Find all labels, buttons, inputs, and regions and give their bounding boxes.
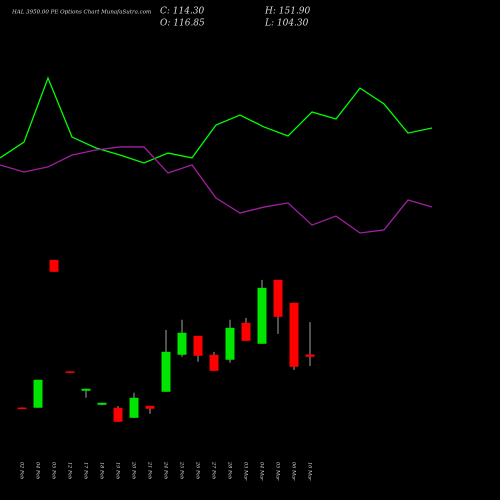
x-tick-label: 20 Feb	[131, 461, 137, 479]
x-tick-label: 02 Feb	[19, 462, 25, 479]
x-tick-label: 05 Mar	[275, 462, 281, 481]
candle-body	[129, 397, 139, 418]
x-tick-label: 03 Mar	[243, 462, 249, 481]
x-tick-label: 18 Feb	[99, 462, 105, 479]
candle-body	[225, 327, 235, 360]
candle-body	[177, 332, 187, 355]
x-tick-label: 04 Mar	[259, 462, 265, 481]
candle-body	[33, 379, 43, 408]
candle-body	[241, 322, 251, 341]
candle-body	[145, 405, 155, 409]
x-tick-label: 19 Feb	[115, 462, 121, 479]
x-tick-label: 26 Feb	[195, 461, 201, 479]
candle-body	[305, 354, 315, 357]
candle-body	[97, 402, 107, 405]
x-tick-label: 04 Feb	[35, 462, 41, 479]
low-label: L: 104.30	[264, 19, 309, 29]
x-tick-label: 25 Feb	[179, 461, 185, 479]
x-tick-label: 12 Feb	[67, 462, 73, 479]
x-tick-label: 17 Feb	[83, 462, 89, 479]
indicator-line	[0, 76, 433, 164]
candle-body	[161, 351, 171, 392]
indicator-line	[0, 146, 433, 234]
close-label: C: 114.30	[160, 7, 205, 17]
x-tick-label: 06 Mar	[291, 462, 297, 481]
candle-body	[65, 371, 75, 373]
candle-body	[257, 287, 267, 344]
x-tick-label: 10 Mar	[307, 462, 313, 481]
candle-body	[273, 279, 283, 317]
candle-body	[209, 354, 219, 371]
candle-body	[49, 259, 59, 272]
x-tick-label: 21 Feb	[147, 461, 153, 479]
candle-body	[193, 335, 203, 356]
chart-title: HAL 3950.00 PE Options Chart MunafaSutra…	[11, 10, 151, 16]
candle-body	[17, 407, 27, 410]
high-label: H: 151.90	[264, 7, 311, 17]
candle-body	[289, 302, 299, 367]
x-tick-label: 27 Feb	[211, 461, 217, 479]
candle-body	[113, 407, 123, 422]
candle-body	[81, 388, 91, 391]
x-tick-label: 05 Feb	[51, 462, 57, 479]
x-tick-label: 24 Feb	[163, 461, 169, 479]
open-label: O: 116.85	[160, 19, 205, 29]
x-tick-label: 28 Feb	[227, 461, 233, 479]
